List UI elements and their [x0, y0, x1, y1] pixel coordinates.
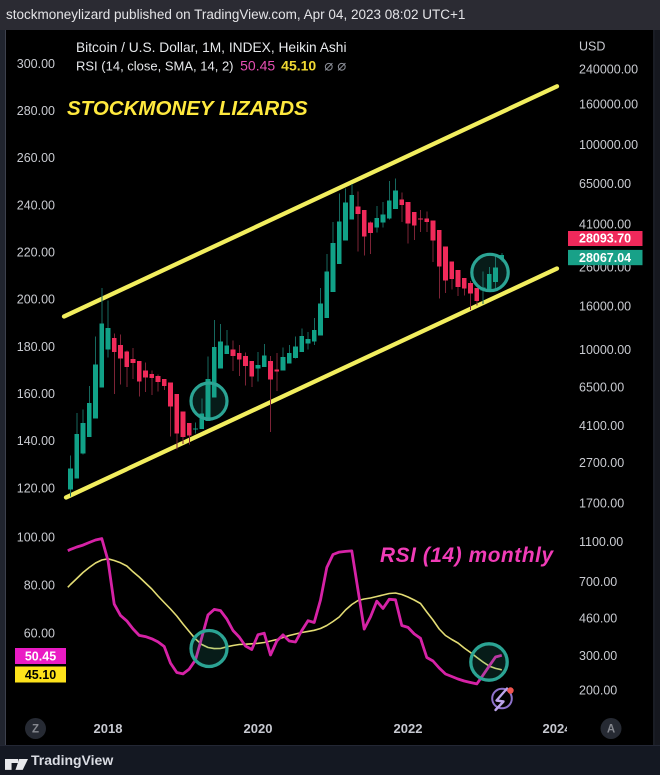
svg-text:220.00: 220.00 [17, 246, 55, 260]
svg-text:100.00: 100.00 [17, 531, 55, 545]
svg-text:280.00: 280.00 [17, 104, 55, 118]
svg-text:4100.00: 4100.00 [579, 419, 624, 433]
svg-text:140.00: 140.00 [17, 434, 55, 448]
svg-text:Z: Z [32, 724, 39, 736]
svg-text:240000.00: 240000.00 [579, 63, 638, 77]
svg-text:16000.00: 16000.00 [579, 300, 631, 314]
svg-text:180.00: 180.00 [17, 340, 55, 354]
svg-text:RSI (14) monthly: RSI (14) monthly [380, 544, 555, 567]
svg-text:460.00: 460.00 [579, 612, 617, 626]
svg-text:160.00: 160.00 [17, 387, 55, 401]
svg-text:200.00: 200.00 [579, 684, 617, 698]
svg-text:10000.00: 10000.00 [579, 343, 631, 357]
svg-text:80.00: 80.00 [24, 579, 55, 593]
svg-text:USD: USD [579, 40, 605, 54]
svg-text:2018: 2018 [94, 721, 123, 736]
svg-text:700.00: 700.00 [579, 575, 617, 589]
svg-text:45.10: 45.10 [25, 668, 56, 682]
svg-text:STOCKMONEY LIZARDS: STOCKMONEY LIZARDS [67, 97, 308, 120]
svg-text:1100.00: 1100.00 [579, 535, 623, 549]
svg-text:120.00: 120.00 [17, 481, 55, 495]
svg-text:160000.00: 160000.00 [579, 98, 638, 112]
svg-text:50.45: 50.45 [25, 649, 56, 663]
svg-text:100000.00: 100000.00 [579, 138, 638, 152]
svg-text:65000.00: 65000.00 [579, 177, 631, 191]
svg-text:200.00: 200.00 [17, 293, 55, 307]
svg-text:2024: 2024 [543, 721, 573, 736]
svg-text:260.00: 260.00 [17, 151, 55, 165]
svg-text:2700.00: 2700.00 [579, 456, 624, 470]
svg-text:6500.00: 6500.00 [579, 381, 624, 395]
svg-text:2022: 2022 [394, 721, 423, 736]
svg-text:41000.00: 41000.00 [579, 218, 631, 232]
svg-text:240.00: 240.00 [17, 198, 55, 212]
svg-text:300.00: 300.00 [579, 649, 617, 663]
svg-text:2020: 2020 [244, 721, 273, 736]
svg-text:60.00: 60.00 [24, 626, 55, 640]
svg-text:RSI (14, close, SMA, 14, 2) 50: RSI (14, close, SMA, 14, 2) 50.45 45.10 ⌀ ⌀ [76, 58, 346, 75]
svg-text:28093.70: 28093.70 [579, 232, 631, 246]
svg-text:300.00: 300.00 [17, 57, 55, 71]
svg-text:Bitcoin / U.S. Dollar, 1M, IND: Bitcoin / U.S. Dollar, 1M, INDEX, Heikin… [76, 40, 347, 55]
svg-text:1700.00: 1700.00 [579, 497, 624, 511]
svg-text:28067.04: 28067.04 [579, 251, 631, 265]
svg-text:A: A [607, 724, 615, 736]
